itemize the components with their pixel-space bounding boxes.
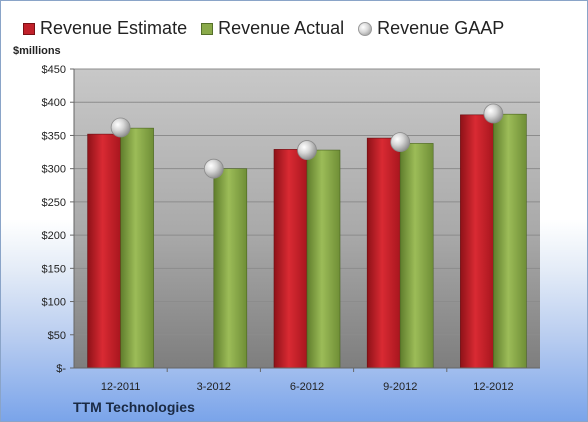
x-tick-label: 6-2012 <box>290 381 324 393</box>
company-name: TTM Technologies <box>73 399 195 415</box>
legend-item-gaap: Revenue GAAP <box>358 18 504 39</box>
point-revenue-gaap <box>203 158 224 179</box>
bar-revenue-actual <box>399 143 434 369</box>
x-tick-label: 12-2012 <box>473 381 513 393</box>
bar-revenue-estimate <box>460 114 494 369</box>
y-tick-label: $100 <box>42 297 66 309</box>
legend-label-actual: Revenue Actual <box>218 18 345 38</box>
y-tick-label: $350 <box>42 130 66 142</box>
y-tick-label: $250 <box>42 197 66 209</box>
legend: Revenue Estimate Revenue Actual Revenue … <box>23 18 518 39</box>
y-tick-label: $150 <box>42 263 66 275</box>
point-revenue-gaap <box>390 132 411 152</box>
bar-revenue-estimate <box>273 149 308 369</box>
bar-revenue-estimate <box>87 133 121 369</box>
legend-swatch-estimate <box>23 22 35 35</box>
bar-revenue-actual <box>213 168 248 369</box>
legend-swatch-gaap <box>358 21 373 36</box>
legend-item-estimate: Revenue Estimate <box>23 18 187 39</box>
legend-label-estimate: Revenue Estimate <box>40 18 188 38</box>
x-tick-label: 9-2012 <box>383 381 417 393</box>
legend-swatch-actual <box>201 22 214 35</box>
y-tick-label: $200 <box>42 230 66 242</box>
bar-revenue-actual <box>493 113 527 369</box>
point-revenue-gaap <box>110 117 131 138</box>
bar-revenue-actual <box>120 127 154 369</box>
y-tick-label: $50 <box>48 330 66 342</box>
y-tick-label: $450 <box>42 64 66 76</box>
y-tick-label: $300 <box>42 164 66 176</box>
y-tick-label: $- <box>56 363 66 375</box>
y-axis-unit-label: $millions <box>13 45 61 57</box>
x-tick-label: 3-2012 <box>197 381 231 393</box>
point-revenue-gaap <box>297 140 317 160</box>
y-tick-label: $400 <box>42 97 66 109</box>
legend-label-gaap: Revenue GAAP <box>377 18 505 38</box>
legend-item-actual: Revenue Actual <box>201 18 344 39</box>
point-revenue-gaap <box>483 103 504 124</box>
bar-revenue-estimate <box>366 137 401 369</box>
bar-revenue-actual <box>306 149 341 369</box>
x-tick-label: 12-2011 <box>101 381 141 393</box>
